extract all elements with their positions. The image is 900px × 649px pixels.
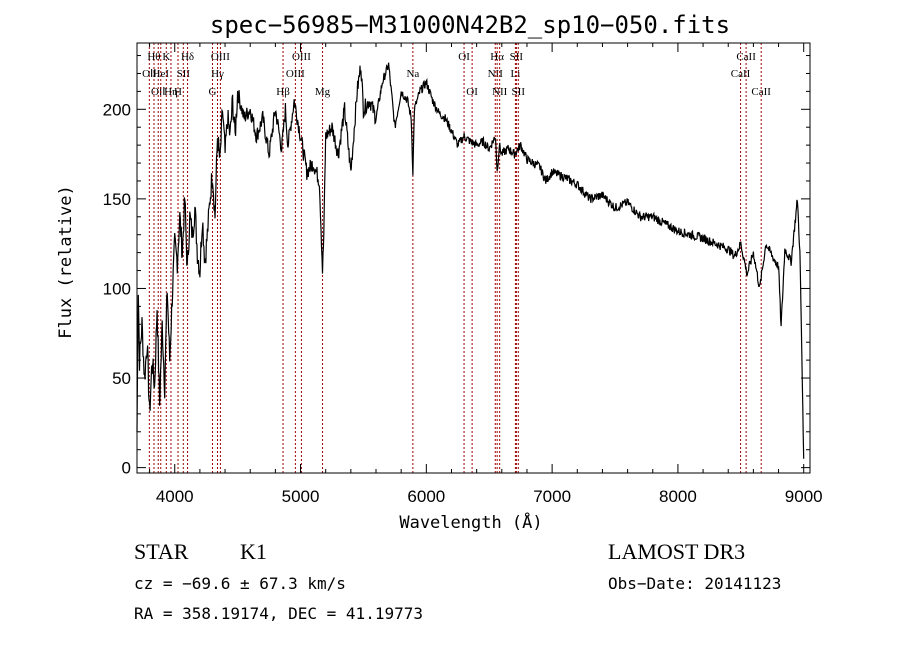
x-tick-label: 9000	[785, 487, 823, 506]
line-marker-label: OI	[458, 51, 470, 63]
line-marker-label: NII	[488, 68, 504, 80]
line-marker-label: OIII	[211, 51, 230, 63]
redshift-velocity: cz = −69.6 ± 67.3 km/s	[134, 574, 346, 593]
y-tick-label: 200	[103, 100, 131, 119]
line-marker-label: OIII	[292, 51, 311, 63]
x-tick-label: 7000	[533, 487, 571, 506]
survey-name: LAMOST DR3	[608, 539, 746, 564]
line-marker-label: SII	[512, 86, 526, 98]
line-marker-label: Mg	[315, 86, 331, 98]
line-marker-label: K	[162, 51, 170, 63]
line-marker-label: OⅠⅠ	[142, 68, 156, 80]
y-tick-label: 150	[103, 190, 131, 209]
observation-date: Obs−Date: 20141123	[608, 574, 782, 593]
line-marker-label: H	[174, 86, 182, 98]
y-tick-label: 100	[103, 279, 131, 298]
line-marker-label: SII	[510, 51, 524, 63]
line-marker-label: Hη	[164, 86, 178, 98]
plot-frame	[136, 42, 811, 474]
line-marker-label: G	[209, 86, 217, 98]
line-marker-label: Hγ	[211, 68, 224, 80]
y-axis-label: Flux (relative)	[56, 185, 76, 339]
x-tick-label: 6000	[407, 487, 445, 506]
line-marker-label: Hα	[490, 51, 504, 63]
y-tick-label: 0	[122, 459, 131, 478]
line-marker-label: Hθ	[147, 51, 160, 63]
object-subclass: K1	[240, 539, 267, 564]
line-marker-label: OⅠⅠ	[151, 86, 165, 98]
line-markers: OⅠⅠHθOⅠⅠHeIKHηHSIIHδGHγOIIIHβOIIIOIIIMgN…	[142, 43, 771, 473]
line-marker-label: OIII	[286, 68, 305, 80]
line-marker-label: CaII	[731, 68, 751, 80]
line-marker-label: Hδ	[181, 51, 194, 63]
object-class: STAR	[134, 539, 189, 564]
x-tick-label: 8000	[659, 487, 697, 506]
x-axis-ticks: 4000 5000 6000 7000 8000 9000	[149, 43, 823, 506]
x-axis-label: Wavelength (Å)	[399, 511, 542, 533]
line-marker-label: OI	[466, 86, 478, 98]
coordinates: RA = 358.19174, DEC = 41.19773	[134, 604, 423, 623]
line-marker-label: Hβ	[276, 86, 290, 98]
line-marker-label: Li	[510, 68, 520, 80]
y-axis-ticks: 0 50 100 150 200	[103, 55, 810, 478]
line-marker-label: SII	[177, 68, 191, 80]
x-tick-label: 5000	[282, 487, 320, 506]
line-marker-label: HeI	[153, 68, 170, 80]
x-tick-label: 4000	[156, 487, 194, 506]
line-marker-label: NII	[492, 86, 508, 98]
line-marker-label: CaII	[751, 86, 771, 98]
y-tick-label: 50	[112, 369, 131, 388]
line-marker-label: CaII	[736, 51, 756, 63]
line-marker-label: Na	[406, 68, 419, 80]
spectrum-series	[136, 62, 805, 459]
chart-title: spec−56985−M31000N42B2_sp10−050.fits	[210, 11, 730, 39]
